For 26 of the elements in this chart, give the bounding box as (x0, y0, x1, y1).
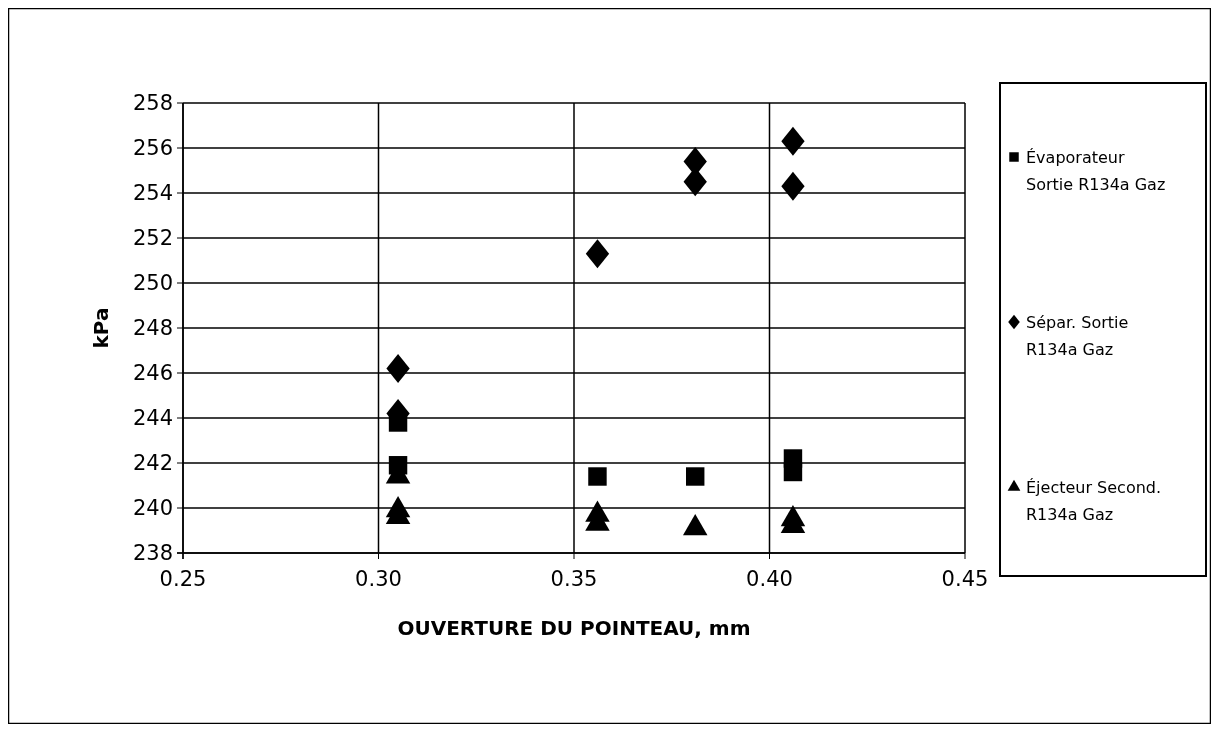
x-tick-label: 0.25 (159, 567, 207, 591)
x-tick-label: 0.30 (355, 567, 402, 591)
y-axis-title: kPa (89, 307, 113, 349)
legend-label: Sépar. Sortie R134a Gaz (1026, 313, 1129, 359)
x-tick-label: 0.45 (941, 567, 989, 591)
y-tick-label: 238 (132, 541, 173, 566)
point (585, 239, 610, 269)
point (682, 514, 708, 536)
x-tick-label: 0.35 (550, 567, 598, 591)
y-tick-label: 248 (132, 316, 173, 341)
y-tick-label: 256 (132, 136, 173, 161)
y-tick-label: 244 (132, 406, 173, 431)
y-tick-label: 258 (132, 91, 173, 116)
x-tick-label: 0.40 (746, 567, 793, 591)
legend-label: Éjecteur Second. R134a Gaz (1026, 478, 1162, 524)
point (386, 354, 410, 383)
y-tick-label: 242 (132, 451, 173, 476)
point (781, 171, 805, 201)
legend-label: Évaporateur Sortie R134a Gaz (1026, 148, 1166, 194)
point (781, 126, 805, 156)
y-tick-label: 250 (132, 271, 173, 296)
y-tick-label: 240 (132, 496, 173, 521)
x-axis-title: OUVERTURE DU POINTEAU, mm (397, 616, 751, 640)
y-tick-label: 252 (132, 226, 173, 251)
y-tick-label: 254 (132, 181, 173, 206)
y-tick-label: 246 (132, 361, 173, 386)
